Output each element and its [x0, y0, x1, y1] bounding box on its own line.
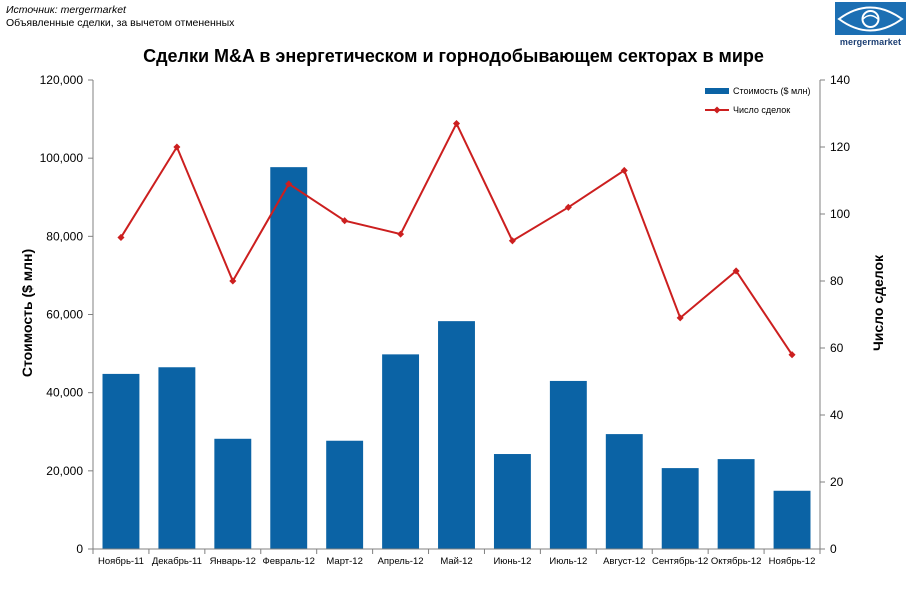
bar	[493, 454, 531, 549]
line-point	[173, 143, 181, 151]
line-point	[341, 217, 349, 225]
y2-tick-label: 140	[830, 73, 850, 87]
bar	[773, 490, 811, 549]
y2-tick-label: 20	[830, 475, 844, 489]
y2-tick-label: 120	[830, 140, 850, 154]
legend-bar-swatch	[705, 88, 729, 94]
y-tick-label: 0	[76, 542, 83, 556]
y2-tick-label: 80	[830, 274, 844, 288]
line-point	[285, 180, 293, 188]
bar	[102, 373, 140, 549]
source-line: Источник: mergermarket	[6, 4, 126, 16]
x-tick-label: Июль-12	[549, 556, 587, 567]
y-tick-label: 20,000	[46, 464, 83, 478]
source-note: Источник: mergermarket Объявленные сделк…	[6, 4, 234, 30]
line-point	[117, 233, 125, 241]
y-tick-label: 60,000	[46, 308, 83, 322]
y2-tick-label: 100	[830, 207, 850, 221]
bar	[214, 438, 252, 549]
bar	[326, 440, 364, 549]
bar	[438, 321, 475, 549]
logo-eye-icon	[835, 2, 906, 35]
bar	[661, 468, 699, 549]
line-point	[564, 203, 572, 211]
line-point	[788, 351, 796, 359]
bar	[382, 354, 420, 549]
x-tick-label: Май-12	[440, 556, 472, 567]
chart-legend: Стоимость ($ млн) Число сделок	[705, 86, 810, 115]
plot-area: 0 20,000 40,000 60,000 80,000 100,000 120,000 0…	[40, 73, 851, 567]
y2-axis-label: Число сделок	[870, 254, 886, 351]
mergermarket-logo: mergermarket	[835, 2, 906, 48]
x-tick-label: Ноябрь-12	[769, 556, 816, 567]
x-tick-label: Ноябрь-11	[98, 556, 144, 567]
y-tick-label: 40,000	[46, 386, 83, 400]
x-tick-label: Апрель-12	[378, 556, 424, 567]
y2-tick-label: 60	[830, 341, 844, 355]
line-point	[732, 267, 740, 275]
y-axis-label: Стоимость ($ млн)	[19, 249, 35, 377]
x-tick-label: Январь-12	[210, 556, 256, 567]
x-tick-label: Октябрь-12	[711, 556, 762, 567]
logo-wordmark: mergermarket	[839, 37, 902, 47]
source-description: Объявленные сделки, за вычетом отмененны…	[6, 17, 235, 29]
legend-line-label: Число сделок	[733, 105, 790, 115]
chart-title: Сделки M&A в энергетическом и горнодобыв…	[143, 46, 764, 66]
y-tick-label: 80,000	[46, 229, 83, 243]
y-tick-label: 120,000	[40, 73, 84, 87]
line-point	[397, 230, 405, 238]
legend-line-marker	[713, 106, 721, 114]
x-tick-label: Февраль-12	[263, 556, 315, 567]
bar	[270, 167, 308, 550]
x-tick-label: Август-12	[603, 556, 645, 567]
y-tick-label: 100,000	[40, 151, 84, 165]
line-point	[229, 277, 237, 285]
line-point	[620, 166, 628, 174]
x-tick-label: Июнь-12	[493, 556, 531, 567]
deals-count-line	[120, 121, 793, 356]
x-tick-label: Декабрь-11	[152, 556, 202, 567]
y2-tick-label: 0	[830, 542, 837, 556]
x-tick-label: Сентябрь-12	[652, 556, 708, 567]
bar	[158, 367, 196, 549]
line-point	[452, 120, 461, 128]
bar	[549, 380, 587, 549]
y2-tick-label: 40	[830, 408, 844, 422]
x-tick-label: Март-12	[326, 556, 362, 567]
bar	[605, 434, 643, 549]
legend-bar-label: Стоимость ($ млн)	[733, 86, 810, 96]
bar	[717, 459, 755, 549]
line-point	[676, 314, 684, 322]
